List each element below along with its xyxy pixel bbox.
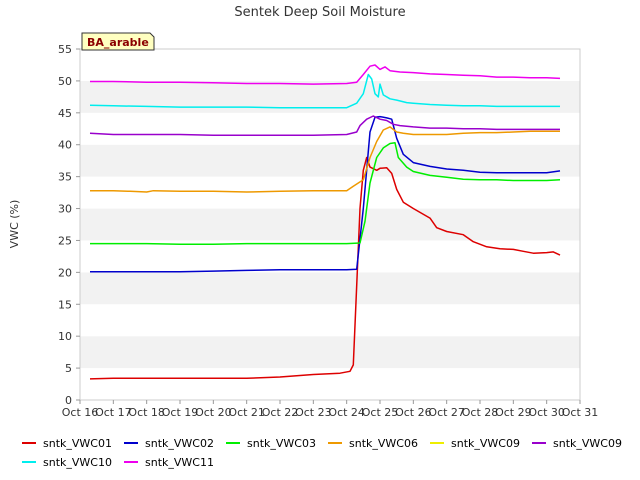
- series-line-sntk-vwc03: [90, 142, 561, 246]
- grid-band: [80, 272, 580, 305]
- series-line-sntk-vwc02: [90, 115, 561, 273]
- grid-band: [80, 49, 580, 81]
- x-tick-label: Oct 27: [428, 406, 465, 419]
- y-tick-label: 5: [65, 362, 72, 375]
- y-tick-label: 45: [58, 107, 72, 120]
- grid-band: [80, 144, 580, 177]
- y-tick-label: 0: [65, 394, 72, 407]
- site-badge-box: [81, 32, 155, 51]
- x-tick-label: Oct 30: [528, 406, 565, 419]
- series-lines: [89, 64, 561, 380]
- grid-band: [80, 336, 580, 369]
- legend-label: sntk_VWC09: [451, 437, 520, 450]
- series-line-sntk-vwc11: [90, 64, 561, 85]
- grid-band: [80, 208, 580, 241]
- y-tick-label: 55: [58, 43, 72, 56]
- y-tick-label: 35: [58, 171, 72, 184]
- series-line-sntk-vwc06: [90, 126, 560, 193]
- y-tick-label: 10: [58, 330, 72, 343]
- x-tick-label: Oct 16: [62, 406, 99, 419]
- legend-label: sntk_VWC01: [43, 437, 112, 450]
- legend-label: sntk_VWC10: [43, 456, 112, 469]
- legend-label: sntk_VWC06: [349, 437, 418, 450]
- x-tick-label: Oct 28: [462, 406, 499, 419]
- x-tick-label: Oct 17: [95, 406, 132, 419]
- x-tick-label: Oct 22: [262, 406, 299, 419]
- x-tick-label: Oct 26: [395, 406, 432, 419]
- series-line-sntk-vwc10: [89, 73, 560, 109]
- site-badge-label: BA_arable: [87, 36, 149, 49]
- x-tick-label: Oct 24: [328, 406, 365, 419]
- x-tick-label: Oct 23: [295, 406, 332, 419]
- legend-label: sntk_VWC02: [145, 437, 214, 450]
- x-tick-label: Oct 29: [495, 406, 532, 419]
- grid-band: [80, 240, 580, 273]
- legend-label: sntk_VWC03: [247, 437, 316, 450]
- legend-label: sntk_VWC11: [145, 456, 214, 469]
- y-axis: 0 5 10 15 20 25 30 35 40 45 50 55: [58, 43, 80, 407]
- y-axis-label: VWC (%): [8, 200, 21, 249]
- x-tick-label: Oct 21: [228, 406, 265, 419]
- site-badge: BA_arable: [81, 32, 155, 51]
- grid-band: [80, 304, 580, 337]
- legend: sntk_VWC01 sntk_VWC02 sntk_VWC03 sntk_VWC06…: [22, 437, 622, 469]
- y-tick-label: 50: [58, 75, 72, 88]
- series-line-sntk-vwc01: [89, 156, 561, 380]
- y-tick-label: 40: [58, 139, 72, 152]
- chart-title: Sentek Deep Soil Moisture: [234, 5, 405, 20]
- x-tick-label: Oct 19: [162, 406, 199, 419]
- x-tick-label: Oct 25: [362, 406, 399, 419]
- series-line-sntk-vwc09: [89, 115, 560, 136]
- y-tick-label: 20: [58, 266, 72, 279]
- plot-frame: [79, 48, 581, 401]
- x-tick-label: Oct 18: [128, 406, 165, 419]
- y-tick-label: 30: [58, 203, 72, 216]
- x-tick-label: Oct 31: [562, 406, 599, 419]
- legend-label: sntk_VWC09: [553, 437, 622, 450]
- grid-band: [80, 176, 580, 209]
- y-tick-label: 15: [58, 298, 72, 311]
- grid-band: [80, 368, 580, 400]
- y-tick-label: 25: [58, 234, 72, 247]
- grid-bands: [80, 49, 580, 400]
- x-tick-label: Oct 20: [195, 406, 232, 419]
